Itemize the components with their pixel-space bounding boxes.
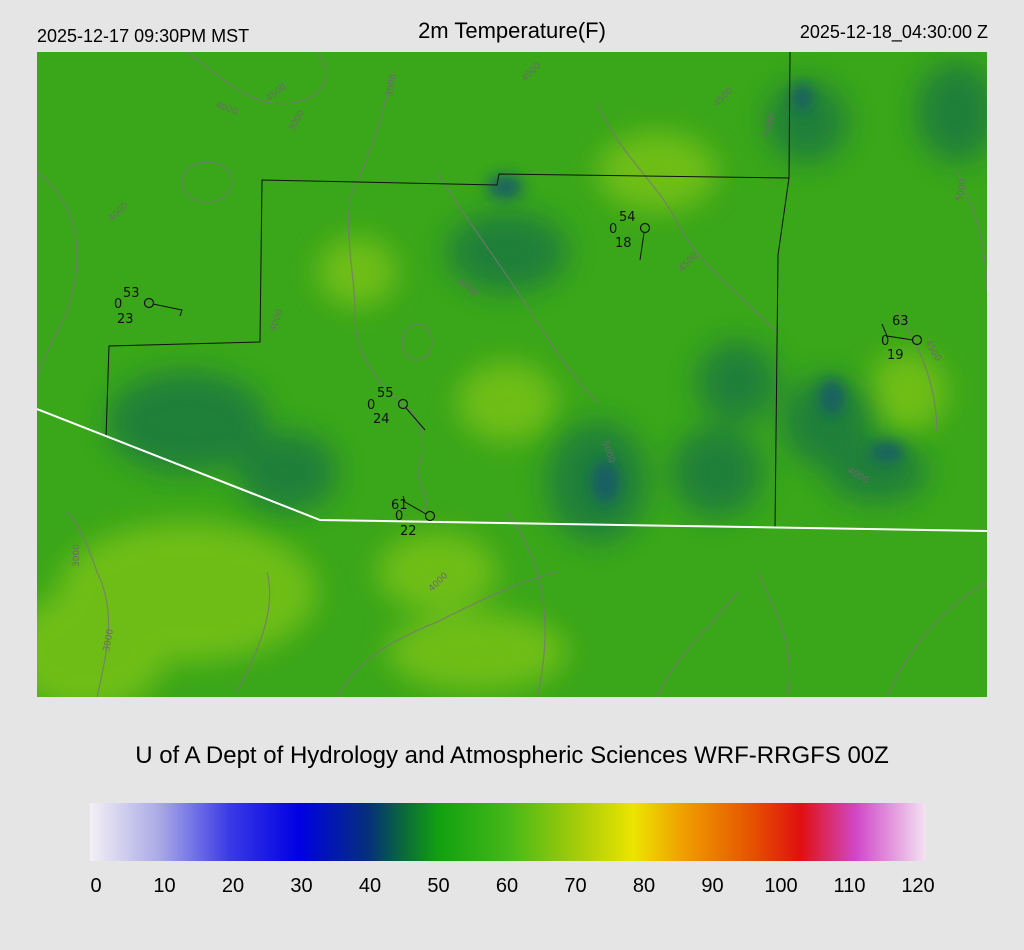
colorbar-ticks: 0 10 20 30 40 50 60 70 80 90 100 110 120 xyxy=(0,875,1024,901)
station-temp: 54 xyxy=(619,210,636,225)
warm-zones xyxy=(37,132,947,697)
station-cloud-code: 0 xyxy=(881,334,889,349)
colorbar-tick-label: 120 xyxy=(901,875,935,897)
terrain-contours xyxy=(37,52,987,697)
station-marker-icon xyxy=(424,510,436,522)
contour-label: 5000 xyxy=(955,178,969,203)
wind-barb-icon xyxy=(639,232,645,261)
wind-barb-icon xyxy=(402,495,427,515)
station-temp: 55 xyxy=(377,386,394,401)
wind-barb-icon xyxy=(881,323,914,341)
cold-cores xyxy=(487,83,905,504)
colorbar-tick-label: 10 xyxy=(153,875,176,897)
colorbar-tick-label: 110 xyxy=(833,875,866,897)
colorbar-tick-label: 20 xyxy=(221,875,245,897)
colorbar-gradient xyxy=(90,803,926,861)
station-temp: 63 xyxy=(892,314,909,329)
station-marker-icon xyxy=(397,398,409,410)
station-marker-icon xyxy=(143,297,155,309)
station-dewpoint: 24 xyxy=(373,412,390,427)
station-cloud-code: 0 xyxy=(609,222,617,237)
station-temp: 61 xyxy=(391,498,408,513)
credit-line: U of A Dept of Hydrology and Atmospheric… xyxy=(135,742,889,769)
colorbar-tick-label: 50 xyxy=(427,875,450,897)
colorbar-tick-label: 30 xyxy=(290,875,313,897)
station-cloud-code: 0 xyxy=(395,509,403,524)
contour-label: 3000 xyxy=(72,544,82,567)
colorbar-tick-label: 0 xyxy=(90,875,102,897)
valid-time-label: 2025-12-18_04:30:00 Z xyxy=(799,22,988,42)
contour-label: 3000 xyxy=(102,628,116,653)
colorbar-tick-label: 40 xyxy=(358,875,382,897)
temperature-map: 4000 4500 3000 4000 4500 5000 4000 3000 … xyxy=(37,52,987,697)
wind-barb-icon xyxy=(152,303,183,317)
colorbar-tick-label: 60 xyxy=(495,875,519,897)
station-dewpoint: 18 xyxy=(615,236,632,251)
map-title: 2m Temperature(F) xyxy=(418,18,606,43)
station-4[interactable]: 61 0 22 xyxy=(391,495,436,539)
station-2[interactable]: 54 0 18 xyxy=(609,210,651,261)
international-border xyxy=(37,408,987,532)
station-dewpoint: 19 xyxy=(887,348,904,363)
colorbar-tick-label: 100 xyxy=(764,875,798,897)
colorbar xyxy=(90,803,926,861)
station-cloud-code: 0 xyxy=(367,398,375,413)
contour-label: 3000 xyxy=(385,73,399,98)
wind-barb-icon xyxy=(405,407,426,431)
station-marker-icon xyxy=(639,222,651,234)
colorbar-tick-label: 80 xyxy=(632,875,656,897)
local-time-label: 2025-12-17 09:30PM MST xyxy=(37,26,250,46)
station-dewpoint: 22 xyxy=(400,524,417,539)
station-3[interactable]: 55 0 24 xyxy=(367,386,426,431)
station-cloud-code: 0 xyxy=(114,297,122,312)
county-border xyxy=(105,52,791,529)
colorbar-tick-label: 70 xyxy=(564,875,587,897)
station-dewpoint: 23 xyxy=(117,312,134,327)
station-5[interactable]: 63 0 19 xyxy=(881,314,923,363)
station-1[interactable]: 53 0 23 xyxy=(114,286,183,327)
colorbar-tick-label: 90 xyxy=(701,875,724,897)
station-temp: 53 xyxy=(123,286,140,301)
